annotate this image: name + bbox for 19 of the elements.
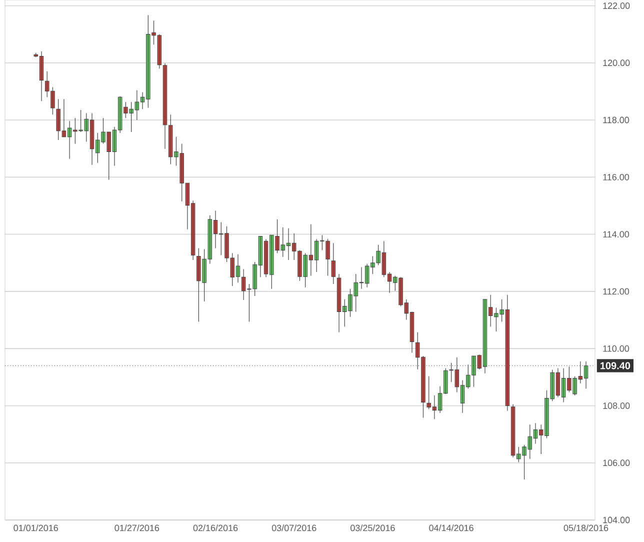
candlestick [331,242,336,284]
y-tick-label: 120.00 [603,60,630,66]
x-tick-label: 05/18/2016 [564,524,608,532]
y-tick-label: 122.00 [603,2,630,9]
y-tick-label: 118.00 [603,116,630,124]
x-tick-label: 01/01/2016 [14,524,58,532]
x-tick-label: 01/27/2016 [114,524,160,532]
y-tick-label: 114.00 [603,231,630,238]
x-tick-label: 03/07/2016 [272,524,316,532]
y-tick-label: 112.00 [603,288,630,295]
y-tick-label: 116.00 [603,174,630,180]
x-tick-label: 03/25/2016 [350,524,395,532]
y-tick-label: 104.00 [603,516,630,524]
y-tick-label: 108.00 [603,402,630,409]
y-tick-label: 106.00 [603,460,630,466]
ref-line-label: 109.40 [600,362,630,370]
x-tick-label: 04/14/2016 [429,524,474,532]
x-tick-label: 02/16/2016 [193,524,238,532]
y-tick-label: 110.00 [603,345,630,352]
